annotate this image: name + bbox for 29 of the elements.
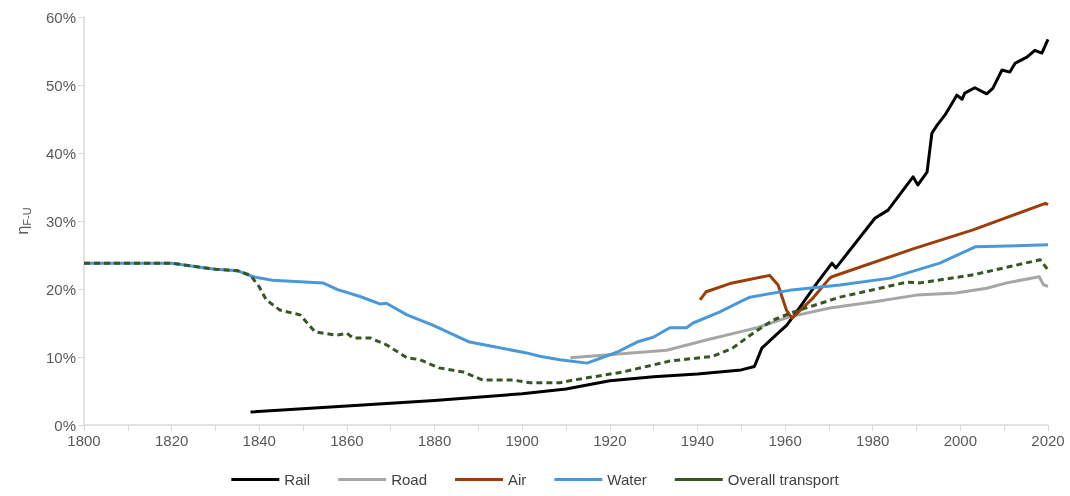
y-tick-label: 60% [45, 8, 76, 26]
x-tick-label: 2020 [1031, 432, 1065, 449]
y-tick-label: 10% [45, 348, 76, 366]
line-series [249, 37, 1050, 414]
legend-label: Rail [284, 471, 311, 488]
y-axis-title: ηF-U [14, 207, 33, 235]
legend-label: Air [508, 471, 527, 488]
x-tick-label: 1900 [505, 432, 539, 449]
line-series [568, 275, 1050, 360]
line-series [698, 201, 1050, 320]
x-tick-label: 1980 [856, 432, 890, 449]
y-tick-label: 0% [54, 416, 76, 434]
y-tick-label: 40% [45, 144, 76, 162]
x-tick-label: 1920 [593, 432, 627, 449]
x-tick-label: 1880 [417, 432, 452, 449]
legend-label: Road [391, 471, 428, 488]
y-tick-label: 20% [45, 280, 76, 298]
legend-label: Overall transport [727, 471, 840, 488]
x-tick-label: 1960 [768, 432, 802, 449]
x-tick-label: 1800 [67, 432, 101, 449]
legend-label: Water [607, 471, 647, 488]
x-tick-label: 1820 [154, 432, 189, 449]
x-tick-label: 2000 [943, 432, 978, 449]
x-tick-label: 1860 [330, 432, 364, 449]
y-tick-label: 50% [45, 76, 76, 94]
line-series [82, 258, 1050, 385]
x-tick-label: 1940 [680, 432, 715, 449]
y-tick-label: 30% [45, 212, 76, 230]
x-tick-label: 1840 [242, 432, 276, 449]
